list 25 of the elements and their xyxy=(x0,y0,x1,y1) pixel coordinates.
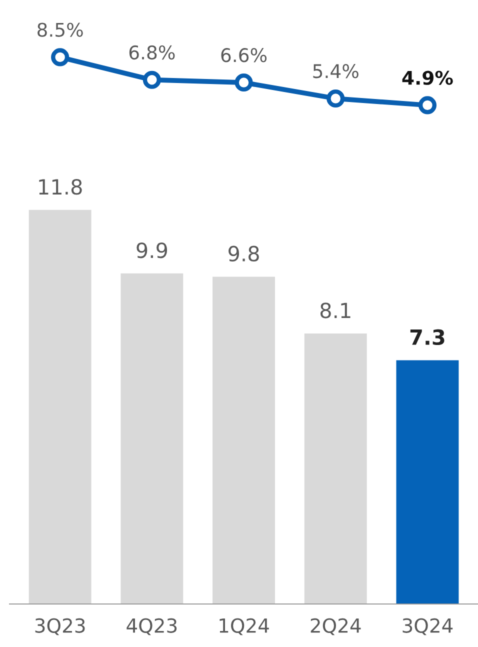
bar xyxy=(28,210,92,604)
bar xyxy=(304,333,367,604)
data-label: 8.1 xyxy=(320,302,350,318)
data-label: 6.6% xyxy=(221,48,267,62)
data-label: 7.3 xyxy=(410,329,444,346)
x-tick-label: 2Q24 xyxy=(310,618,361,636)
bar xyxy=(120,273,184,604)
x-tick-label: 4Q23 xyxy=(126,618,177,636)
point xyxy=(418,96,437,114)
data-label: 9.8 xyxy=(228,246,259,262)
data-label: 4.9% xyxy=(402,70,453,85)
point xyxy=(142,70,161,89)
x-tick-label: 1Q24 xyxy=(220,618,269,636)
data-label: 5.4% xyxy=(313,64,358,78)
bar xyxy=(212,276,276,604)
data-label: 6.8% xyxy=(129,45,175,60)
data-label: 8.5% xyxy=(38,22,83,37)
data-label: 9.9 xyxy=(136,242,168,258)
bar xyxy=(396,360,459,604)
data-label: 11.8 xyxy=(39,178,82,195)
point xyxy=(51,48,70,66)
x-tick-label: 3Q23 xyxy=(35,618,85,636)
point xyxy=(326,90,345,108)
x-tick-label: 3Q24 xyxy=(402,618,453,636)
point xyxy=(234,74,253,92)
